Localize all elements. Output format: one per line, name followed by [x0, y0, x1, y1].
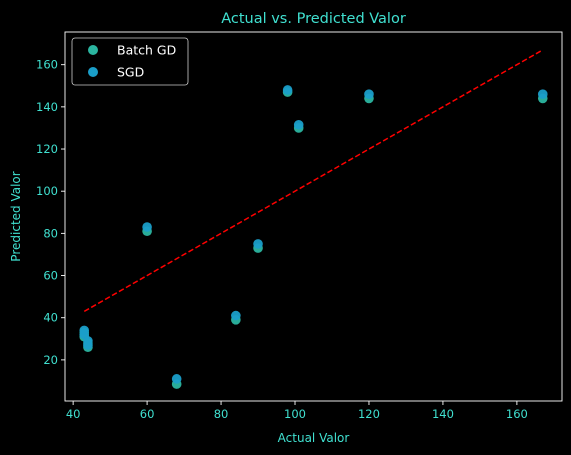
data-point-sgd	[364, 89, 374, 100]
data-point-sgd	[537, 89, 548, 100]
data-point-sgd	[253, 239, 263, 249]
data-point-sgd	[282, 85, 293, 95]
y-axis-ticks: 20 40 60 80 100 120 140 160	[36, 58, 65, 367]
data-point-sgd	[83, 340, 93, 350]
y-tick-label: 160	[36, 58, 58, 72]
x-tick-label: 120	[358, 407, 380, 421]
data-point-sgd	[293, 119, 304, 130]
y-tick-label: 120	[36, 142, 58, 156]
y-tick-label: 100	[36, 184, 58, 198]
x-tick-label: 160	[506, 407, 528, 421]
y-axis-label: Predicted Valor	[9, 171, 23, 261]
chart-title: Actual vs. Predicted Valor	[221, 11, 406, 27]
x-tick-label: 40	[66, 407, 81, 421]
legend-marker-batch-gd	[88, 45, 98, 55]
x-axis-label: Actual Valor	[278, 431, 350, 445]
plot-area-frame	[64, 31, 563, 402]
x-axis-ticks: 40 60 80 100 120 140 160	[66, 401, 528, 421]
y-tick-label: 60	[43, 269, 58, 283]
y-tick-label: 20	[43, 353, 58, 367]
legend-box	[71, 37, 189, 86]
y-tick-label: 80	[43, 226, 58, 240]
legend-label-sgd: SGD	[117, 65, 144, 80]
y-tick-label: 40	[43, 311, 58, 325]
x-tick-label: 60	[140, 407, 155, 421]
x-tick-label: 140	[432, 407, 454, 421]
x-tick-label: 80	[214, 407, 229, 421]
legend-marker-sgd	[88, 67, 98, 77]
data-points-layer	[79, 85, 548, 389]
legend-label-batch-gd: Batch GD	[117, 43, 176, 58]
legend: Batch GD SGD	[71, 37, 189, 86]
data-point-sgd	[142, 222, 152, 232]
y-tick-label: 140	[36, 100, 58, 114]
data-point-sgd	[231, 310, 241, 321]
x-tick-label: 100	[284, 407, 306, 421]
data-point-sgd	[171, 374, 182, 384]
